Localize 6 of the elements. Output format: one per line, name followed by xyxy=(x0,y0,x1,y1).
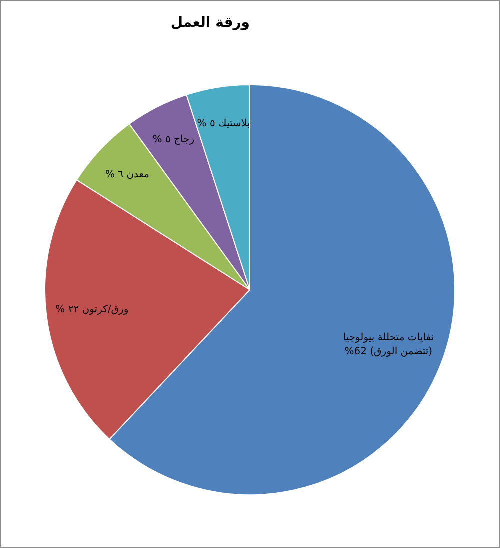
slice-label: ورق/كرتون ٢٢ % xyxy=(56,304,129,316)
slice-label: معدن ٦ % xyxy=(105,169,150,180)
slice-label: بلاستيك ٥ % xyxy=(197,118,250,130)
slice-label: نفايات متحللة بيولوجيا (تتضمن الورق) 62% xyxy=(343,332,434,358)
chart-title: ورقة العمل xyxy=(170,15,250,31)
slice-label: زجاج ٥ % xyxy=(152,134,195,146)
